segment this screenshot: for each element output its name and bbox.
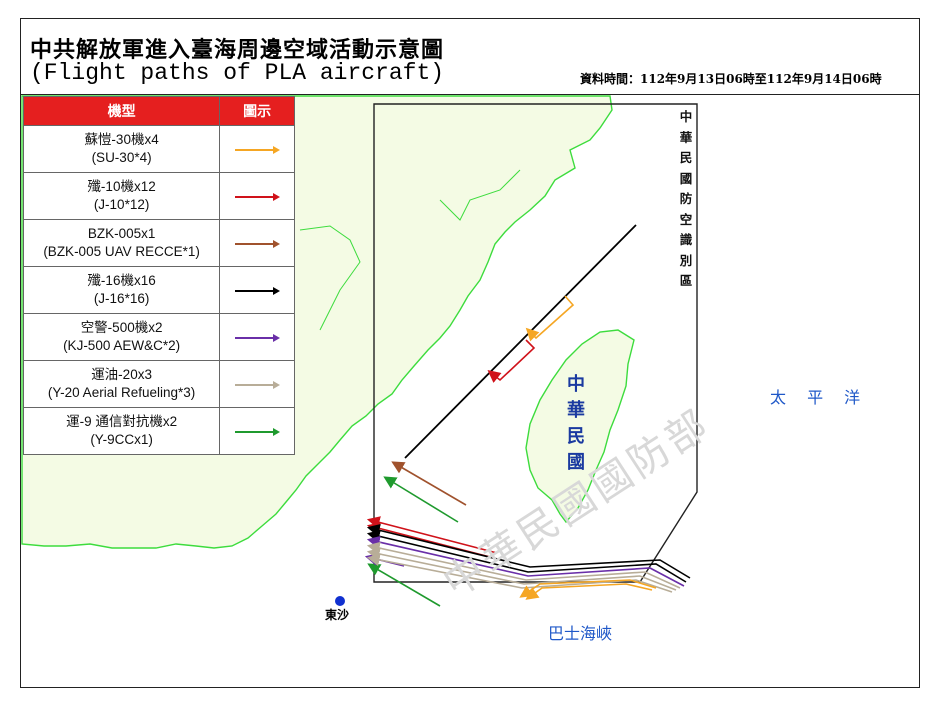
flight-path-j16-bundle [366, 524, 691, 579]
legend-row-su30: 蘇愷-30機x4 (SU-30*4) [22, 125, 295, 173]
title-chinese: 中共解放軍進入臺海周邊空域活動示意圖 [30, 37, 445, 63]
legend-label: 運-9 通信對抗機x2 (Y-9CCx1) [22, 407, 221, 455]
legend-row-bzk005: BZK-005x1 (BZK-005 UAV RECCE*1) [22, 219, 295, 267]
legend-row-y9: 運-9 通信對抗機x2 (Y-9CCx1) [22, 407, 295, 455]
flight-path-y20 [366, 541, 681, 589]
header-divider [20, 94, 920, 95]
legend-label: 蘇愷-30機x4 (SU-30*4) [22, 125, 221, 173]
flight-path-j10-north [487, 339, 536, 383]
flight-path-su30 [525, 295, 575, 342]
pacific-ocean-label: 太 平 洋 [770, 388, 869, 407]
flight-path-kj500 [366, 535, 685, 587]
legend-symbol-header: 圖示 [219, 96, 295, 126]
legend-row-y20: 運油-20x3 (Y-20 Aerial Refueling*3) [22, 360, 295, 408]
flight-path-su30-south [525, 583, 653, 600]
adiz-label: 中華民國防空識別區 [679, 109, 693, 288]
pratas-label: 東沙 [325, 608, 350, 622]
province-border [439, 169, 521, 221]
legend-type-header: 機型 [22, 96, 221, 126]
legend-row-kj500: 空警-500機x2 (KJ-500 AEW&C*2) [22, 313, 295, 361]
title-english: (Flight paths of PLA aircraft) [30, 60, 445, 86]
legend-label: 殲-10機x12 (J-10*12) [22, 172, 221, 220]
flight-path-bzk005 [391, 461, 467, 506]
legend-label: 運油-20x3 (Y-20 Aerial Refueling*3) [22, 360, 221, 408]
legend-label: BZK-005x1 (BZK-005 UAV RECCE*1) [22, 219, 221, 267]
flight-path-y20 [366, 547, 677, 591]
flight-path-j16-long [404, 224, 637, 459]
purple-arrow-icon [219, 313, 295, 361]
taiwan-island [525, 329, 635, 524]
green-arrow-icon [219, 407, 295, 455]
data-time-range: 資料時間：112年9月13日06時至112年9月14日06時 [580, 72, 882, 86]
taiwan-label: 中華民國 [567, 374, 585, 473]
orange-arrow-icon [219, 125, 295, 173]
province-border [299, 225, 361, 331]
adiz-boundary [373, 103, 698, 583]
flight-path-y9-south [367, 563, 441, 607]
legend-label: 空警-500機x2 (KJ-500 AEW&C*2) [22, 313, 221, 361]
legend-row-j10: 殲-10機x12 (J-10*12) [22, 172, 295, 220]
tan-arrow-icon [219, 360, 295, 408]
red-arrow-icon [219, 172, 295, 220]
brown-arrow-icon [219, 219, 295, 267]
aircraft-legend: 機型 圖示 蘇愷-30機x4 (SU-30*4) 殲-10機x12 (J-10*12… [22, 96, 295, 455]
flight-path-y20 [366, 553, 673, 593]
bashi-channel-label: 巴士海峽 [548, 624, 613, 643]
flight-path-j10-bundle [366, 516, 498, 554]
legend-row-j16: 殲-16機x16 (J-16*16) [22, 266, 295, 314]
pratas-marker [335, 596, 345, 606]
flight-path-y9-north [383, 476, 459, 523]
legend-label: 殲-16機x16 (J-16*16) [22, 266, 221, 314]
flight-path-j16-bundle [366, 530, 687, 583]
legend-header: 機型 圖示 [22, 96, 295, 126]
black-arrow-icon [219, 266, 295, 314]
map-frame [20, 18, 920, 688]
